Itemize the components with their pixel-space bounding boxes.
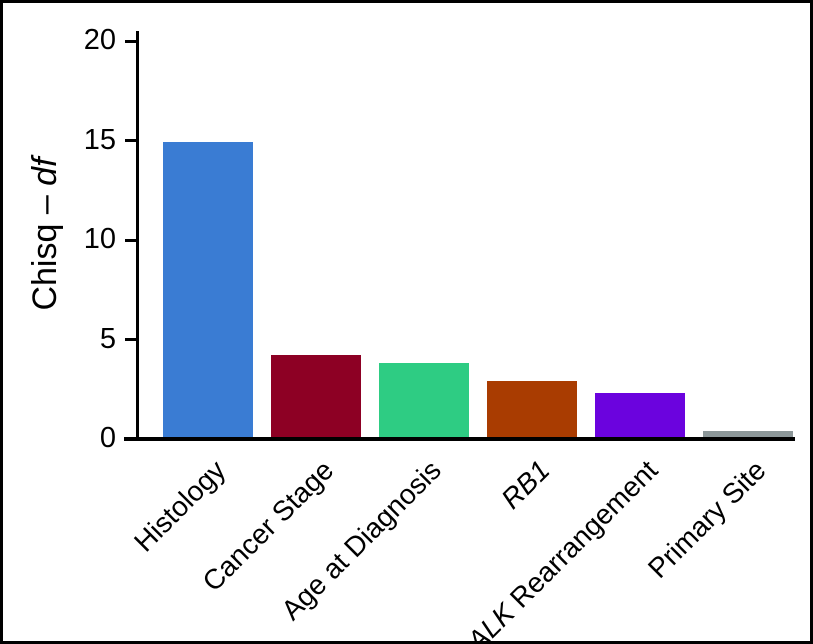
y-tick-label: 10: [83, 222, 116, 255]
bar: [271, 355, 361, 439]
x-tick-label: RB1: [494, 454, 556, 515]
y-axis-title: Chisq – df: [26, 157, 64, 311]
y-tick-mark: [125, 238, 137, 242]
x-tick-label: Histology: [127, 454, 232, 558]
label-segment: Chisq –: [26, 185, 64, 311]
y-tick-mark: [125, 39, 137, 43]
x-tick-label: ALK Rearrangement: [461, 454, 663, 641]
x-axis-line: [124, 437, 795, 441]
y-tick-label: 15: [83, 123, 116, 156]
y-tick-label: 20: [83, 23, 116, 56]
y-axis-line: [136, 31, 139, 441]
bar: [163, 142, 253, 439]
label-segment: Histology: [127, 454, 232, 558]
y-tick-label: 0: [99, 421, 116, 454]
label-segment: df: [26, 157, 64, 186]
bar: [703, 431, 793, 439]
y-tick-mark: [125, 139, 137, 142]
y-tick-label: 5: [99, 322, 116, 355]
bar: [487, 381, 577, 439]
bar: [595, 393, 685, 439]
label-segment: RB1: [494, 454, 556, 515]
bar: [379, 363, 469, 439]
y-tick-mark: [125, 338, 137, 341]
